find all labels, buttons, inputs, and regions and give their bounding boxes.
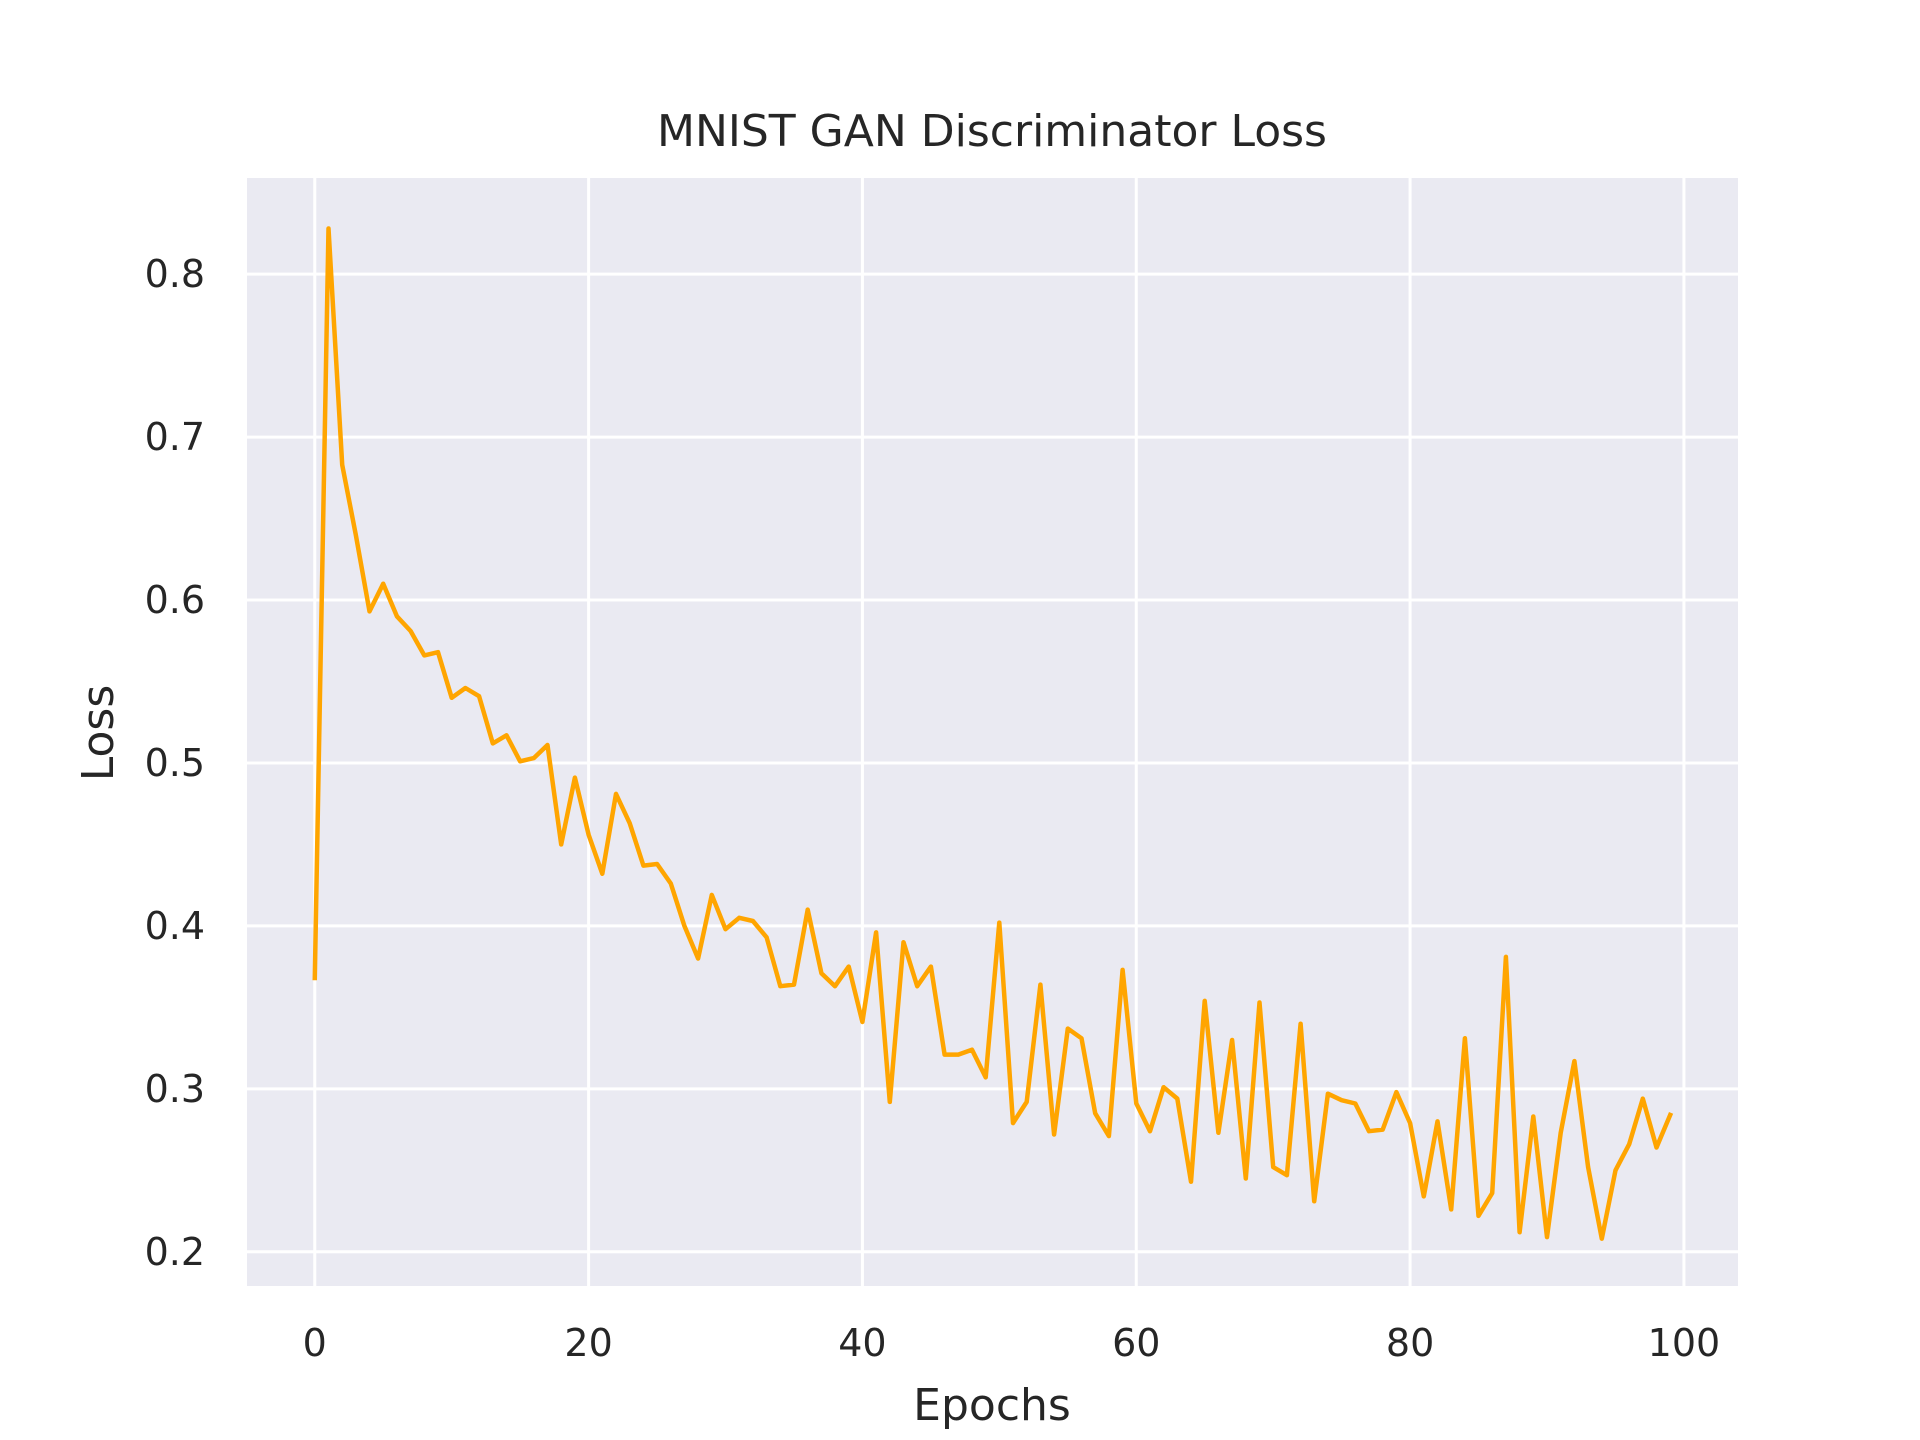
x-tick-label: 100 <box>1648 1321 1721 1365</box>
loss-line <box>312 226 1674 1241</box>
x-tick-label: 60 <box>1112 1321 1160 1365</box>
y-tick-label: 0.5 <box>145 741 205 785</box>
plot-background <box>247 178 1738 1286</box>
y-tick-label: 0.7 <box>145 415 205 459</box>
x-tick-label: 20 <box>564 1321 612 1365</box>
x-tick-labels: 0 20 40 60 80 100 <box>303 1321 1721 1365</box>
y-tick-label: 0.3 <box>145 1067 205 1111</box>
chart-title: MNIST GAN Discriminator Loss <box>657 106 1327 157</box>
y-axis-label: Loss <box>73 685 124 782</box>
y-tick-labels: 0.2 0.3 0.4 0.5 0.6 0.7 0.8 <box>145 252 205 1274</box>
y-tick-label: 0.2 <box>145 1230 205 1274</box>
y-tick-label: 0.4 <box>145 904 205 948</box>
grid-lines <box>247 178 1738 1286</box>
y-tick-label: 0.6 <box>145 578 205 622</box>
x-tick-label: 40 <box>838 1321 886 1365</box>
x-tick-label: 80 <box>1386 1321 1434 1365</box>
x-tick-label: 0 <box>303 1321 327 1365</box>
x-axis-label: Epochs <box>913 1380 1071 1431</box>
y-tick-label: 0.8 <box>145 252 205 296</box>
